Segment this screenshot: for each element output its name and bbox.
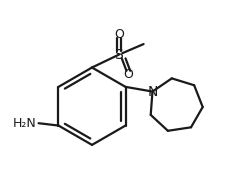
Text: O: O bbox=[114, 28, 124, 41]
Text: H₂N: H₂N bbox=[12, 117, 36, 130]
Text: S: S bbox=[115, 48, 123, 62]
Text: O: O bbox=[123, 68, 133, 81]
Text: N: N bbox=[147, 84, 158, 99]
